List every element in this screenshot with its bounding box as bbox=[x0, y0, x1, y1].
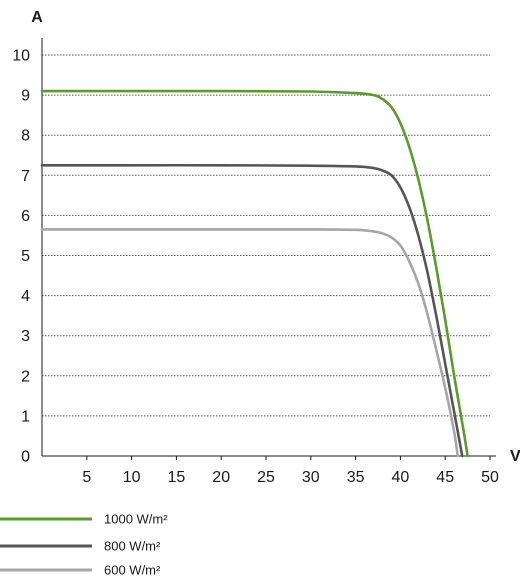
legend-label-2: 800 W/m² bbox=[104, 539, 161, 554]
y-axis-label: A bbox=[31, 9, 43, 26]
x-tick-label: 45 bbox=[436, 469, 454, 486]
x-tick-label: 5 bbox=[82, 469, 91, 486]
x-tick-label: 25 bbox=[257, 469, 275, 486]
legend-label-3: 600 W/m² bbox=[104, 563, 161, 576]
series-line-2 bbox=[42, 165, 462, 456]
grid-layer bbox=[42, 55, 490, 416]
y-tick-label: 9 bbox=[21, 88, 30, 105]
x-tick-label: 30 bbox=[302, 469, 320, 486]
x-tick-label: 20 bbox=[212, 469, 230, 486]
y-tick-labels: 0 1 2 3 4 5 6 7 8 9 10 bbox=[12, 48, 30, 466]
x-axis-label: V bbox=[510, 448, 520, 465]
y-tick-label: 2 bbox=[21, 368, 30, 385]
legend: 1000 W/m² 800 W/m² 600 W/m² bbox=[0, 512, 168, 576]
series-line-1 bbox=[42, 91, 468, 456]
y-tick-label: 1 bbox=[21, 408, 30, 425]
y-tick-label: 10 bbox=[12, 48, 30, 65]
x-tick-label: 10 bbox=[123, 469, 141, 486]
x-tick-label: 35 bbox=[347, 469, 365, 486]
y-tick-label: 5 bbox=[21, 248, 30, 265]
y-tick-label: 4 bbox=[21, 288, 30, 305]
x-tick-labels: 5 10 15 20 25 30 35 40 45 50 bbox=[82, 456, 499, 486]
legend-label-1: 1000 W/m² bbox=[104, 512, 168, 527]
y-tick-label: 7 bbox=[21, 168, 30, 185]
y-tick-label: 0 bbox=[21, 449, 30, 466]
y-tick-label: 6 bbox=[21, 208, 30, 225]
series-line-3 bbox=[42, 229, 458, 456]
series-layer bbox=[42, 91, 468, 456]
x-tick-label: 50 bbox=[481, 469, 499, 486]
x-tick-label: 40 bbox=[392, 469, 410, 486]
y-tick-label: 8 bbox=[21, 128, 30, 145]
y-tick-label: 3 bbox=[21, 328, 30, 345]
x-tick-label: 15 bbox=[168, 469, 186, 486]
